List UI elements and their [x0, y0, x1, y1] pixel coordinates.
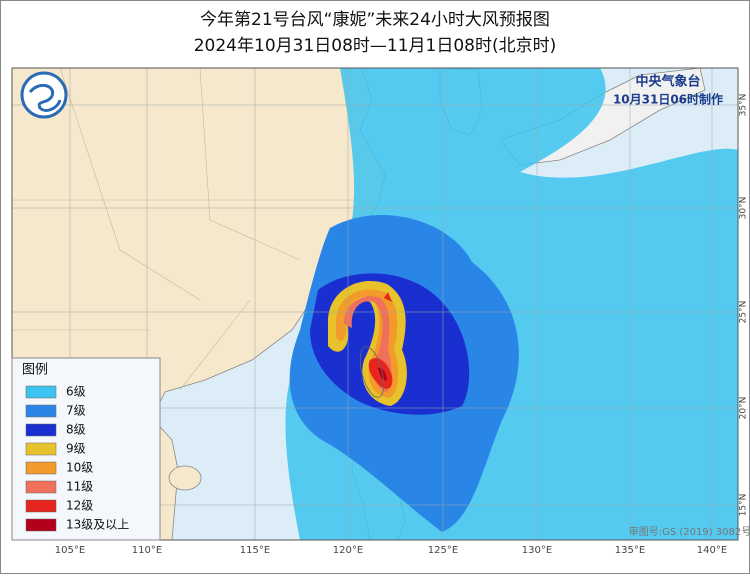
legend-label: 10级 — [66, 461, 93, 475]
issue-time: 10月31日06时制作 — [613, 92, 723, 107]
legend-label: 12级 — [66, 499, 93, 513]
lon-label: 105°E — [55, 545, 85, 556]
legend-label: 11级 — [66, 480, 93, 494]
logo-mark — [28, 83, 62, 112]
lon-label: 110°E — [132, 545, 162, 556]
legend-swatch — [25, 480, 57, 494]
legend-title: 图例 — [22, 363, 48, 378]
wind-zones — [285, 68, 738, 540]
taiwan — [359, 346, 385, 398]
legend-swatch — [25, 385, 57, 399]
legend-swatch — [25, 461, 57, 475]
lon-label: 130°E — [522, 545, 552, 556]
legend-label: 9级 — [66, 442, 86, 456]
legend: 图例 6级 7级 8级 9级 10级 11级 12级 13级及以上 — [11, 357, 161, 541]
lat-label: 30°N — [739, 197, 749, 220]
hainan — [168, 465, 202, 491]
legend-label: 13级及以上 — [66, 518, 129, 532]
legend-label: 6级 — [66, 385, 86, 399]
title-line1: 今年第21号台风“康妮”未来24小时大风预报图 — [200, 10, 550, 30]
lon-label: 125°E — [428, 545, 458, 556]
legend-swatch — [25, 442, 57, 456]
lat-label: 20°N — [739, 397, 749, 420]
footnote: 审图号:GS (2019) 3082号 — [629, 525, 750, 538]
lat-label: 35°N — [739, 94, 749, 117]
lon-label: 135°E — [615, 545, 645, 556]
title-line2: 2024年10月31日08时—11月1日08时(北京时) — [194, 36, 557, 56]
graticule — [12, 68, 738, 540]
legend-swatch — [25, 518, 57, 532]
map-frame — [11, 67, 739, 541]
legend-label: 8级 — [66, 423, 86, 437]
lon-label: 120°E — [333, 545, 363, 556]
lat-label: 15°N — [739, 494, 749, 517]
lon-label: 115°E — [240, 545, 270, 556]
lat-label: 25°N — [739, 301, 749, 324]
legend-swatch — [25, 423, 57, 437]
legend-label: 7级 — [66, 404, 86, 418]
wind-zone — [368, 292, 393, 389]
legend-swatch — [25, 499, 57, 513]
lon-label: 140°E — [697, 545, 727, 556]
agency-name: 中央气象台 — [635, 74, 700, 90]
province-borders — [12, 68, 360, 391]
legend-swatch — [25, 404, 57, 418]
